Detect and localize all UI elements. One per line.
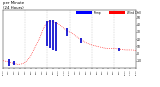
Text: Milw. Weather Outdoor Temp.
vs Wind Chill
per Minute
(24 Hours): Milw. Weather Outdoor Temp. vs Wind Chil… — [3, 0, 61, 10]
Text: Wind Chill: Wind Chill — [127, 11, 140, 15]
FancyBboxPatch shape — [76, 11, 92, 14]
Text: Temp: Temp — [93, 11, 101, 15]
FancyBboxPatch shape — [109, 11, 125, 14]
